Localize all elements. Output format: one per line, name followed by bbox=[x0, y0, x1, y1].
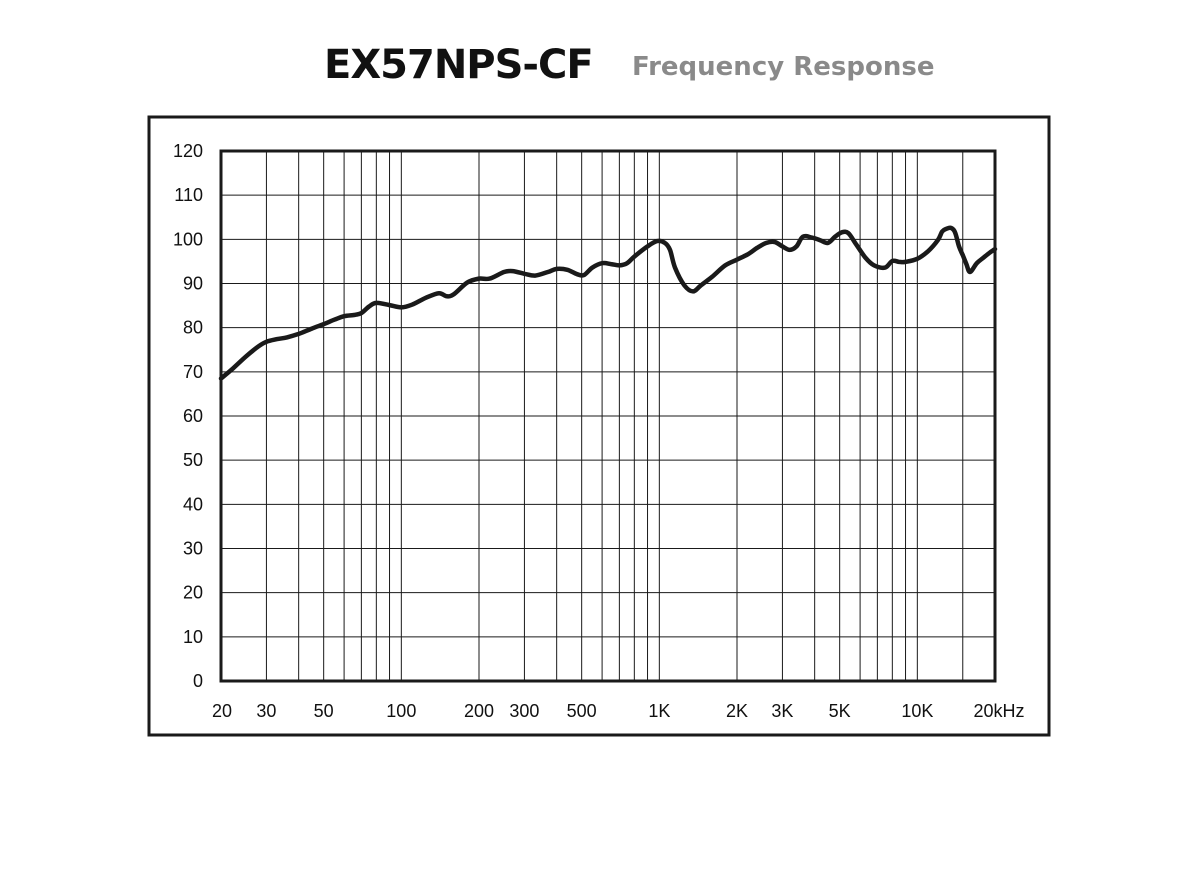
y-tick-label: 70 bbox=[183, 362, 203, 382]
y-tick-label: 30 bbox=[183, 539, 203, 559]
outer-frame bbox=[147, 115, 1051, 737]
y-tick-label: 60 bbox=[183, 406, 203, 426]
x-tick-label: 5K bbox=[829, 701, 851, 721]
y-tick-label: 40 bbox=[183, 494, 203, 514]
y-tick-label: 20 bbox=[183, 583, 203, 603]
x-tick-label: 100 bbox=[386, 701, 416, 721]
chart-title: EX57NPS-CF bbox=[324, 42, 594, 88]
x-tick-label: 30 bbox=[256, 701, 276, 721]
x-tick-label: 200 bbox=[464, 701, 494, 721]
x-tick-label: 20kHz bbox=[973, 701, 1024, 721]
chart-subtitle: Frequency Response bbox=[632, 52, 935, 82]
y-tick-label: 120 bbox=[173, 141, 203, 161]
y-tick-label: 0 bbox=[193, 671, 203, 691]
x-tick-label: 300 bbox=[509, 701, 539, 721]
x-tick-label: 20 bbox=[212, 701, 232, 721]
x-tick-label: 1K bbox=[648, 701, 670, 721]
x-tick-label: 500 bbox=[567, 701, 597, 721]
x-tick-label: 2K bbox=[726, 701, 748, 721]
y-tick-label: 80 bbox=[183, 318, 203, 338]
y-tick-label: 50 bbox=[183, 450, 203, 470]
y-tick-label: 90 bbox=[183, 274, 203, 294]
x-tick-label: 3K bbox=[771, 701, 793, 721]
frequency-response-line bbox=[218, 225, 998, 381]
chart-header: EX57NPS-CF Frequency Response bbox=[0, 38, 1200, 98]
y-tick-label: 100 bbox=[173, 229, 203, 249]
y-tick-label: 10 bbox=[183, 627, 203, 647]
x-tick-label: 10K bbox=[901, 701, 933, 721]
plot-area-border bbox=[219, 149, 997, 683]
series-layer bbox=[218, 225, 998, 381]
grid bbox=[221, 151, 995, 681]
x-tick-label: 50 bbox=[314, 701, 334, 721]
y-axis-tick-labels: 0 10 20 30 40 50 60 70 80 90 100 110 120 bbox=[173, 141, 203, 691]
y-tick-label: 110 bbox=[174, 185, 203, 205]
x-axis-tick-labels: 20 30 50 100 200 300 500 1K 2K 3K 5K 10K 20kHz bbox=[212, 701, 1025, 721]
